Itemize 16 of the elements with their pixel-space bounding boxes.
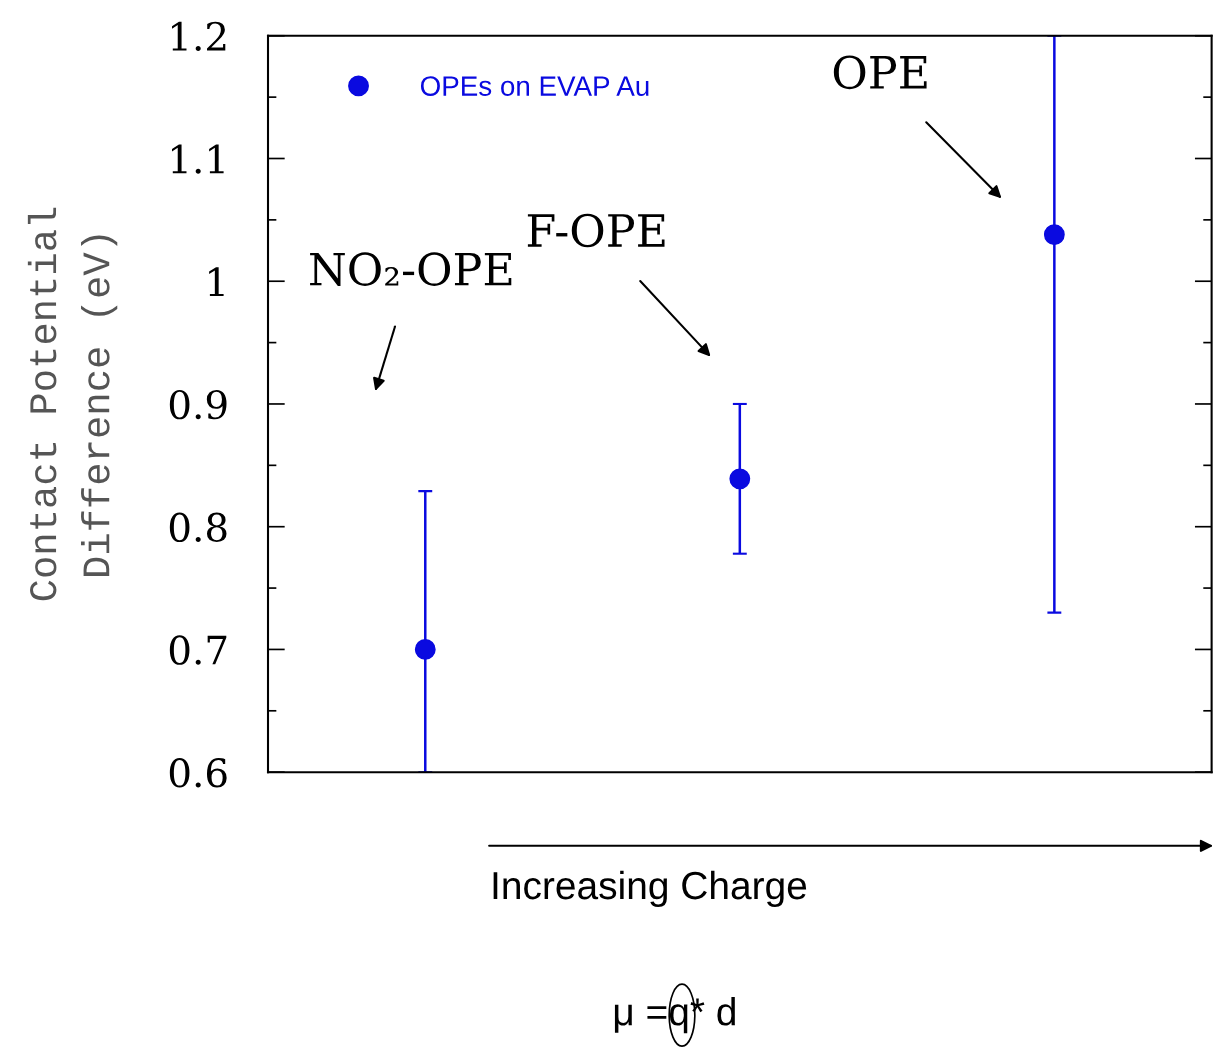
annotation: NO₂-OPE [310, 252, 512, 286]
y-tick-label: 0.7 [169, 635, 227, 665]
y-tick-label: 0.8 [169, 512, 227, 543]
point [729, 468, 751, 490]
y-axis-title: Contact Potential Difference (eV) [27, 207, 118, 601]
y-tick-label: 1 [209, 267, 224, 297]
annotation: OPE [833, 55, 927, 90]
text: Increasing Charge [493, 870, 807, 908]
y-tick-label: 1.1 [172, 144, 224, 174]
point [414, 639, 436, 660]
legend-label: OPEs on EVAP Au [420, 76, 649, 96]
y-tick-label: 0.9 [169, 389, 227, 420]
y-tick-label: 0.6 [169, 758, 227, 788]
annotation: F-OPE [527, 213, 665, 248]
y-tick-label: 1.2 [172, 21, 226, 52]
point [1043, 224, 1065, 246]
